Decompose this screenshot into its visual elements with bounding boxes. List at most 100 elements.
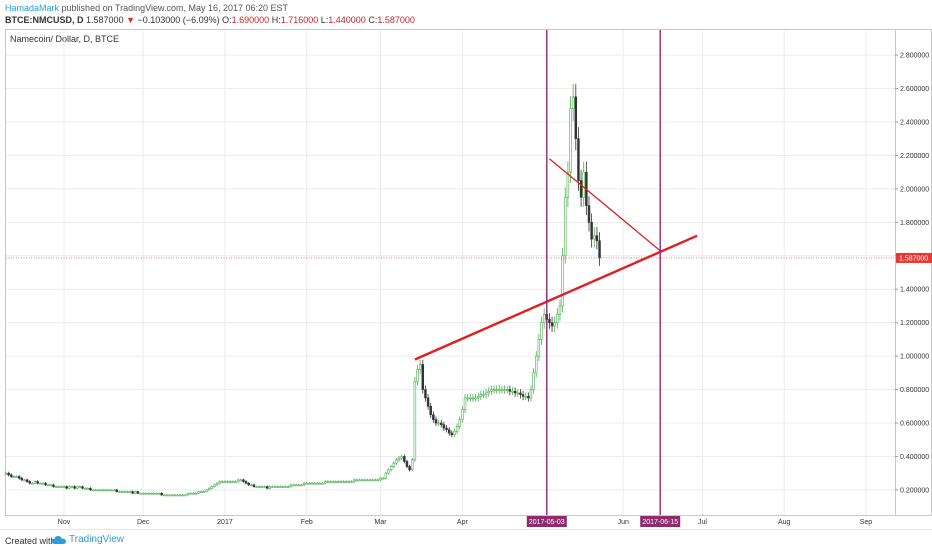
candle-body (52, 484, 55, 487)
candle-body (305, 482, 308, 485)
candle-body (12, 476, 16, 478)
candle-body (558, 305, 562, 315)
candle-body (487, 390, 490, 394)
y-tick-label: 1.800000 (900, 220, 929, 227)
candle-body (376, 479, 380, 482)
candle-body (527, 395, 530, 399)
candle-body (120, 491, 124, 493)
low-value: 1.440000 (328, 15, 366, 25)
y-tick-label: 2.800000 (900, 53, 929, 60)
candle-body (548, 319, 551, 323)
candle-body (321, 482, 324, 485)
candle-body (260, 486, 264, 488)
candle-body (20, 477, 24, 481)
x-tick-label: Feb (301, 519, 313, 526)
candle-body (221, 481, 224, 483)
candle-body (160, 492, 163, 496)
vertical-marker-tag (526, 516, 567, 527)
candle-body (155, 492, 158, 495)
candle-body (308, 482, 311, 485)
vertical-marker-label: 2017-06-15 (642, 519, 678, 526)
tradingview-brand: TradingView (69, 534, 125, 545)
candle-body (81, 486, 84, 489)
y-tick-label: 2.000000 (900, 186, 929, 193)
candle-body (392, 462, 396, 467)
candle-body (574, 96, 578, 140)
candle-body (144, 492, 148, 495)
candle-body (265, 486, 269, 489)
candle-body (598, 240, 601, 259)
candle-body (229, 481, 232, 483)
candle-body (255, 486, 258, 488)
candle-body (213, 484, 216, 487)
candle-body (550, 322, 554, 327)
candle-body (384, 472, 388, 479)
y-tick-label: 0.600000 (900, 421, 929, 428)
candle-body (297, 484, 301, 487)
candle-body (411, 459, 414, 471)
candle-body (28, 481, 31, 484)
candle-body (131, 491, 134, 494)
candle-body (192, 492, 195, 495)
candle-body (65, 486, 68, 489)
candle-body (590, 222, 593, 240)
candle-body (363, 479, 366, 482)
candle-body (39, 482, 42, 485)
open-value: 1.690000 (231, 15, 270, 25)
candle-body (566, 171, 570, 198)
candle-body (434, 419, 438, 424)
candle-body (78, 486, 82, 488)
candle-body (105, 489, 108, 492)
candle-body (316, 482, 319, 485)
candle-body (244, 481, 248, 484)
candle-body (147, 492, 150, 495)
candle-body (68, 486, 71, 489)
author-link[interactable]: HamadaMark (5, 3, 60, 13)
x-tick-label: Jul (698, 519, 707, 526)
candle-body (355, 479, 359, 482)
candle-body (508, 389, 512, 392)
candle-body (70, 486, 74, 488)
y-tick-label: 2.200000 (900, 153, 929, 160)
high-value: 1.716000 (280, 15, 319, 25)
candle-body (537, 339, 541, 357)
candle-body (532, 372, 535, 390)
candle-body (110, 489, 113, 492)
candle-body (231, 481, 235, 483)
candle-body (577, 138, 580, 181)
high-label: H: (271, 15, 281, 25)
candle-body (553, 322, 556, 327)
chart-pane[interactable]: Namecoin/ Dollar, D, BTCE (5, 29, 896, 516)
candle-body (89, 487, 92, 491)
candle-body (281, 486, 285, 488)
candle-body (492, 389, 496, 391)
candle-body (83, 487, 87, 490)
candle-body (469, 397, 472, 400)
vertical-marker-tag (640, 516, 681, 527)
candle-body (218, 481, 221, 484)
candle-body (342, 481, 345, 483)
publish-info: HamadaMark published on TradingView.com,… (5, 3, 288, 13)
published-text: published on TradingView.com, May 16, 20… (61, 3, 289, 13)
symbol-label: BTCE:NMCUSD, D (5, 15, 84, 25)
candle-body (284, 486, 287, 488)
x-tick-label: Sep (860, 519, 873, 526)
candle-body (294, 484, 298, 487)
candle-body (123, 491, 126, 493)
candle-body (210, 486, 213, 489)
candle-body (250, 484, 253, 487)
candle-body (503, 389, 506, 391)
candle-body (194, 492, 198, 495)
candle-body (252, 484, 256, 487)
candle-body (176, 494, 179, 497)
candle-body (165, 494, 169, 497)
candle-body (223, 481, 227, 483)
candle-body (163, 494, 166, 497)
candle-body (476, 395, 480, 399)
candle-body (226, 481, 229, 483)
candle-body (7, 472, 10, 476)
candle-body (453, 431, 456, 436)
y-tick-label: 1.200000 (900, 320, 929, 327)
tradingview-logo[interactable]: TradingView (52, 534, 124, 545)
candle-body (395, 459, 398, 464)
